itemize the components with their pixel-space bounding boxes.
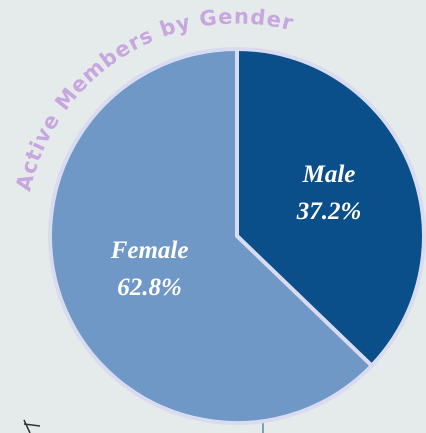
slice-category-label: Male	[302, 161, 356, 188]
pie-slice	[235, 47, 426, 368]
pie-slice	[48, 47, 374, 425]
slice-category-label: Female	[110, 237, 189, 264]
edge-mark	[23, 419, 41, 433]
pie	[48, 47, 426, 425]
slice-value-label: 62.8%	[117, 274, 182, 301]
slice-value-label: 37.2%	[296, 198, 362, 225]
